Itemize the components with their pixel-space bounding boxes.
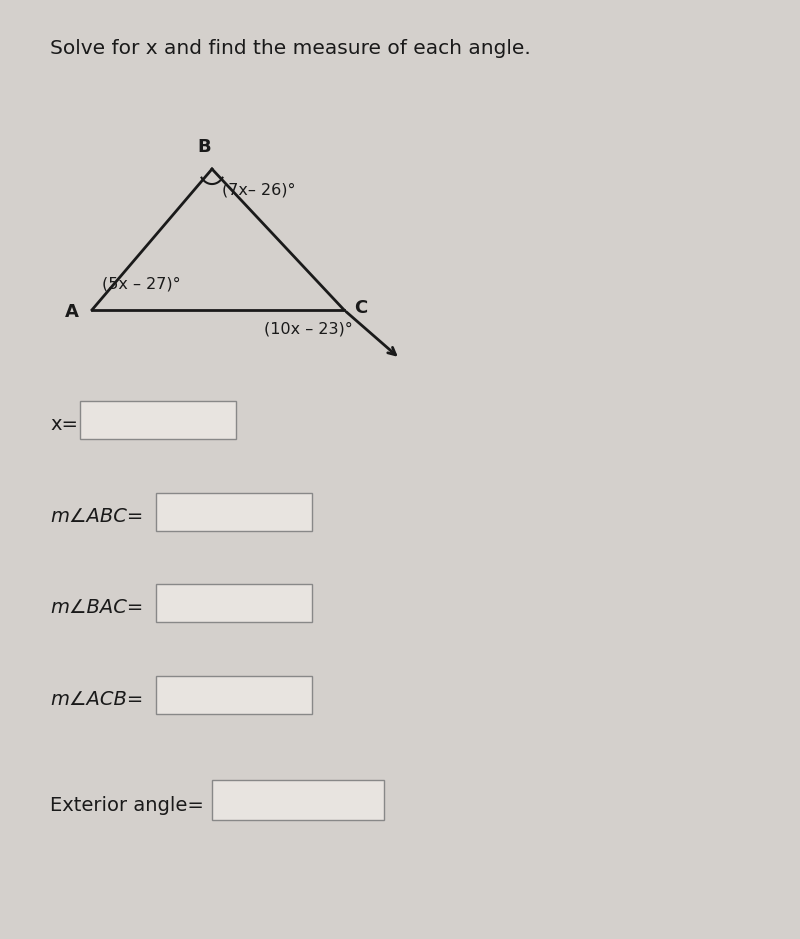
- Text: m∠ACB=: m∠ACB=: [50, 690, 144, 709]
- Text: (7x– 26)°: (7x– 26)°: [222, 182, 296, 197]
- Text: (10x – 23)°: (10x – 23)°: [264, 321, 353, 336]
- FancyBboxPatch shape: [156, 493, 312, 531]
- Text: B: B: [197, 138, 211, 156]
- Text: C: C: [354, 299, 368, 317]
- Text: m∠BAC=: m∠BAC=: [50, 598, 144, 617]
- Text: Exterior angle=: Exterior angle=: [50, 796, 204, 815]
- Text: x=: x=: [50, 415, 78, 434]
- Text: m∠ABC=: m∠ABC=: [50, 507, 144, 526]
- Text: (5x – 27)°: (5x – 27)°: [102, 276, 181, 291]
- FancyBboxPatch shape: [156, 584, 312, 622]
- Text: A: A: [65, 302, 78, 321]
- FancyBboxPatch shape: [156, 676, 312, 714]
- FancyBboxPatch shape: [80, 401, 236, 439]
- Text: Solve for x and find the measure of each angle.: Solve for x and find the measure of each…: [50, 39, 531, 58]
- FancyBboxPatch shape: [212, 780, 384, 820]
